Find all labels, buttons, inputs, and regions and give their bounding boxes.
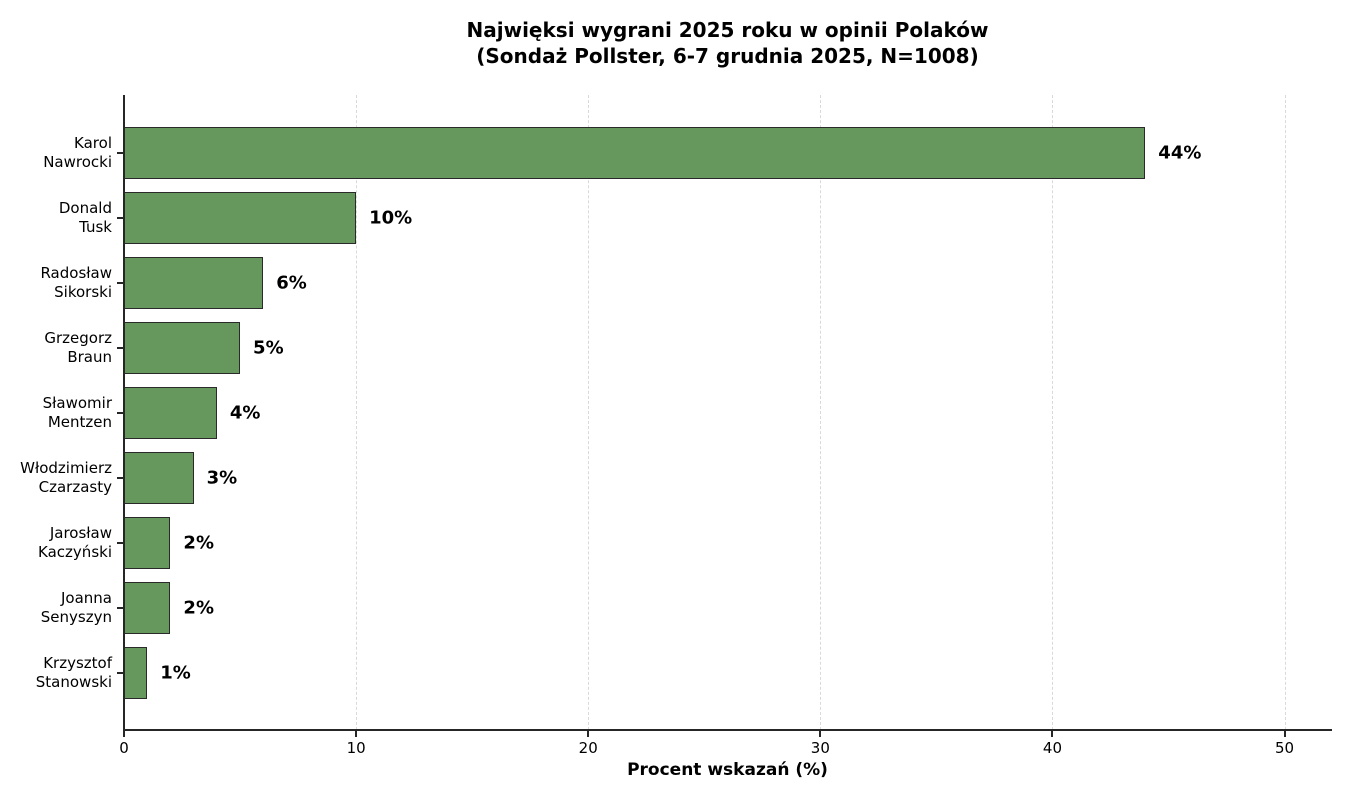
y-tick-mark — [117, 671, 124, 674]
x-tick-label: 20 — [578, 739, 598, 757]
x-tick-label: 50 — [1275, 739, 1295, 757]
y-tick-mark — [117, 151, 124, 154]
bar-value-label: 3% — [206, 467, 238, 488]
chart-title: Najwięksi wygrani 2025 roku w opinii Pol… — [124, 17, 1331, 69]
bar-value-label: 44% — [1158, 142, 1202, 163]
x-tick-label: 0 — [119, 739, 129, 757]
bar-value-label: 1% — [160, 662, 191, 683]
bar — [124, 126, 1146, 179]
y-tick-mark — [117, 346, 124, 349]
y-tick-mark — [117, 476, 124, 479]
y-axis-label: Grzegorz Braun — [44, 328, 112, 366]
bar — [124, 581, 171, 634]
gridline — [356, 95, 358, 730]
bar — [124, 321, 241, 374]
bar — [124, 516, 171, 569]
chart-title-line1: Najwięksi wygrani 2025 roku w opinii Pol… — [466, 18, 989, 42]
x-tick-label: 10 — [346, 739, 366, 757]
x-tick-mark — [587, 731, 590, 737]
y-axis-label: Krzysztof Stanowski — [35, 653, 112, 691]
bar-value-label: 5% — [253, 337, 284, 358]
x-tick-label: 40 — [1042, 739, 1062, 757]
bar — [124, 646, 148, 699]
bar — [124, 256, 264, 309]
gridline — [1052, 95, 1054, 730]
chart-title-line2: (Sondaż Pollster, 6-7 grudnia 2025, N=10… — [476, 44, 979, 68]
y-axis-label: Karol Nawrocki — [43, 133, 112, 171]
bar-value-label: 6% — [276, 272, 307, 293]
y-tick-mark — [117, 216, 124, 219]
y-axis-spine — [123, 95, 125, 732]
y-axis-label: Włodzimierz Czarzasty — [20, 458, 112, 496]
x-tick-mark — [819, 731, 822, 737]
x-axis-spine — [123, 729, 1332, 731]
bar-value-label: 2% — [183, 532, 214, 553]
plot-area: 44% 10% 6% 5% 4% 3% 2% 2% 1% — [124, 95, 1331, 730]
x-tick-mark — [123, 731, 125, 737]
y-axis-labels: Karol Nawrocki Donald Tusk Radosław Sikors… — [0, 95, 112, 730]
bar-value-label: 4% — [229, 402, 261, 423]
y-tick-mark — [117, 281, 124, 284]
bar — [124, 191, 357, 244]
bar — [124, 451, 194, 504]
y-axis-label: Jarosław Kaczyński — [38, 523, 112, 561]
y-axis-label: Joanna Senyszyn — [40, 588, 112, 626]
y-axis-label: Radosław Sikorski — [40, 263, 112, 301]
bar-value-label: 2% — [183, 597, 214, 618]
gridline — [1284, 95, 1286, 730]
x-axis-label: Procent wskazań (%) — [627, 760, 828, 780]
y-tick-mark — [117, 411, 124, 414]
y-axis-label: Donald Tusk — [58, 198, 112, 236]
y-tick-mark — [117, 606, 124, 609]
x-tick-mark — [1051, 731, 1054, 737]
x-tick-label: 30 — [810, 739, 830, 757]
y-tick-mark — [117, 541, 124, 544]
gridline — [588, 95, 590, 730]
gridline — [820, 95, 822, 730]
y-axis-label: Sławomir Mentzen — [42, 393, 112, 431]
x-tick-mark — [355, 731, 358, 737]
bar-value-label: 10% — [369, 207, 413, 228]
bar — [124, 386, 217, 439]
x-tick-mark — [1283, 731, 1286, 737]
